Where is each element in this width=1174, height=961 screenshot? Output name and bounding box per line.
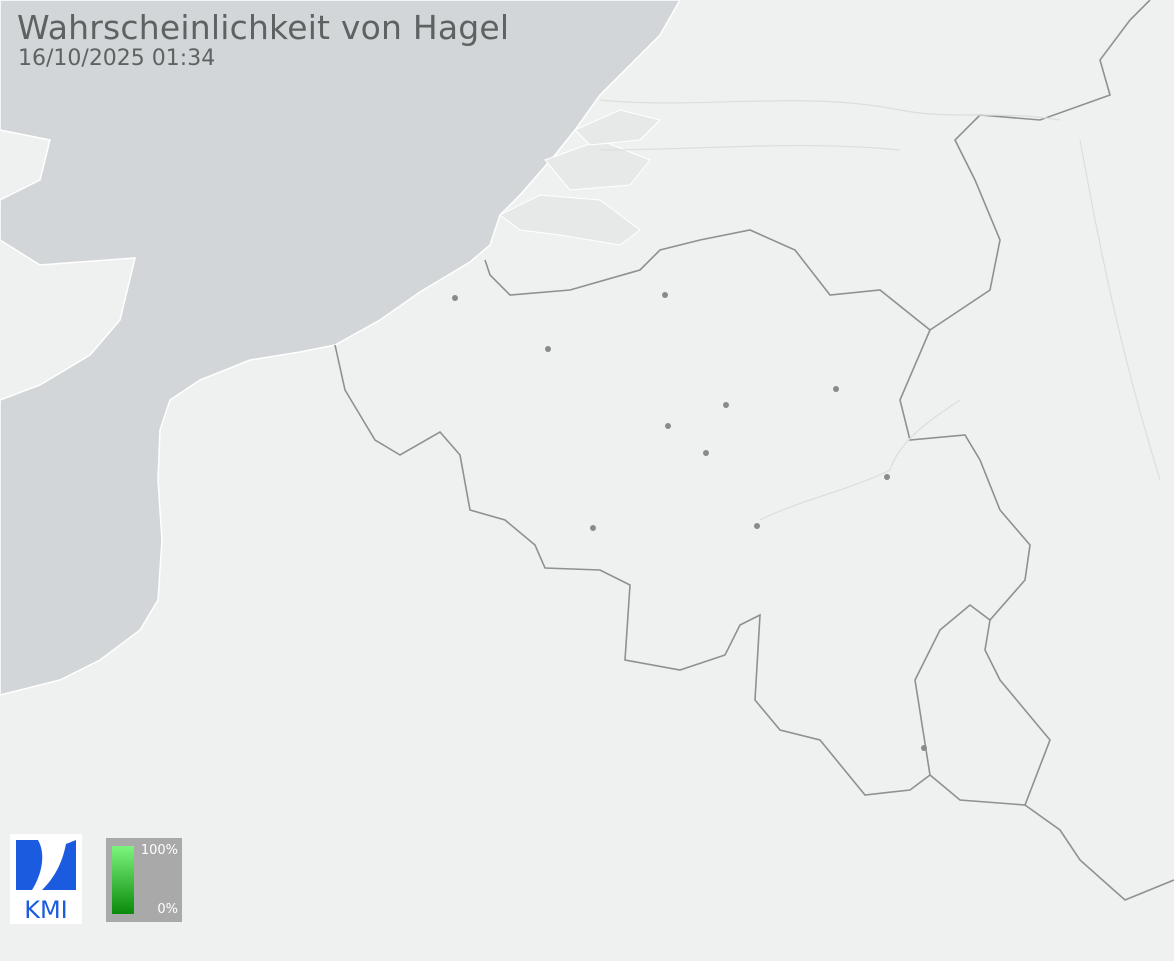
city-marker bbox=[833, 386, 839, 392]
city-marker bbox=[545, 346, 551, 352]
city-marker bbox=[921, 745, 927, 751]
city-marker bbox=[884, 474, 890, 480]
legend-min-label: 0% bbox=[157, 902, 178, 917]
map-title: Wahrscheinlichkeit von Hagel bbox=[17, 8, 510, 47]
city-marker bbox=[452, 295, 458, 301]
map-timestamp: 16/10/2025 01:34 bbox=[18, 46, 216, 71]
legend-color-bar bbox=[112, 846, 134, 914]
islands bbox=[499, 109, 661, 246]
svg-text:KMI: KMI bbox=[24, 896, 68, 924]
city-marker bbox=[723, 402, 729, 408]
city-marker bbox=[754, 523, 760, 529]
probability-legend: 100% 0% bbox=[106, 838, 182, 922]
sea bbox=[0, 0, 681, 696]
kmi-logo[interactable]: KMI bbox=[10, 834, 82, 924]
rivers bbox=[599, 99, 1161, 521]
city-marker bbox=[703, 450, 709, 456]
city-marker bbox=[590, 525, 596, 531]
legend-max-label: 100% bbox=[140, 843, 178, 858]
kmi-logo-icon: KMI bbox=[16, 840, 76, 924]
city-marker bbox=[662, 292, 668, 298]
city-marker bbox=[665, 423, 671, 429]
city-markers bbox=[452, 292, 927, 751]
